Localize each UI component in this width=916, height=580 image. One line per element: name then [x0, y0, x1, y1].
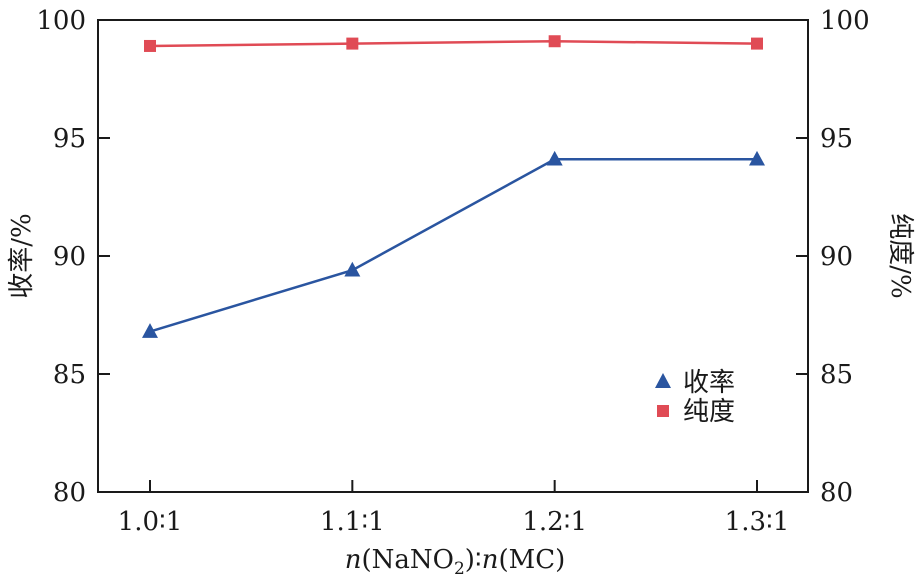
x-axis: 1.0∶1 1.1∶1 1.2∶1 1.3∶1: [118, 480, 790, 537]
y-left-tick-label-100: 100: [36, 6, 86, 36]
x-title-open: (NaNO: [361, 545, 453, 575]
y-left-tick-label-95: 95: [53, 124, 86, 154]
x-tick-label-1: 1.1∶1: [320, 507, 385, 537]
legend-marker-purity: [657, 405, 669, 417]
series-1-point-3: [751, 37, 763, 50]
legend-label-yield: 收率: [683, 368, 735, 398]
y-axis-left-title: 收率/%: [7, 213, 37, 298]
series-line-0: [149, 157, 757, 333]
y-right-tick-label-95: 95: [820, 124, 853, 154]
series-1-point-1: [346, 37, 359, 50]
series-line-1: [149, 39, 758, 48]
series-1-point-2: [548, 35, 561, 48]
y-right-tick-label-85: 85: [820, 360, 853, 390]
y-left-tick-label-90: 90: [53, 242, 86, 272]
series-0-point-0: [142, 323, 158, 338]
series-layer: [142, 35, 765, 338]
left-axis: 80 85 90 95 100: [36, 6, 110, 508]
y-left-tick-label-80: 80: [53, 478, 86, 508]
series-1-point-0: [144, 39, 156, 52]
y-right-tick-label-100: 100: [820, 6, 870, 36]
y-left-tick-label-85: 85: [53, 360, 86, 390]
legend: 收率 纯度: [655, 368, 735, 427]
right-axis: 80 85 90 95 100: [796, 6, 870, 508]
y-right-tick-label-90: 90: [820, 242, 853, 272]
x-title-sub: 2: [454, 559, 465, 579]
x-tick-label-3: 1.3∶1: [725, 507, 790, 537]
legend-label-purity: 纯度: [683, 397, 735, 427]
y-axis-right-title: 纯度/%: [885, 213, 915, 298]
x-title-close: (MC): [498, 545, 565, 575]
x-title-mid: )∶: [465, 545, 482, 575]
x-tick-label-2: 1.2∶1: [522, 507, 587, 537]
x-tick-label-0: 1.0∶1: [118, 507, 183, 537]
y-right-tick-label-80: 80: [820, 478, 853, 508]
x-axis-title: n(NaNO2)∶n(MC): [345, 545, 566, 579]
series-0-point-3: [749, 150, 765, 166]
series-0-point-1: [344, 261, 361, 277]
legend-marker-yield: [655, 373, 671, 388]
series-0-point-2: [546, 150, 563, 166]
x-title-n1: n: [345, 545, 362, 575]
x-title-n2: n: [482, 545, 499, 575]
